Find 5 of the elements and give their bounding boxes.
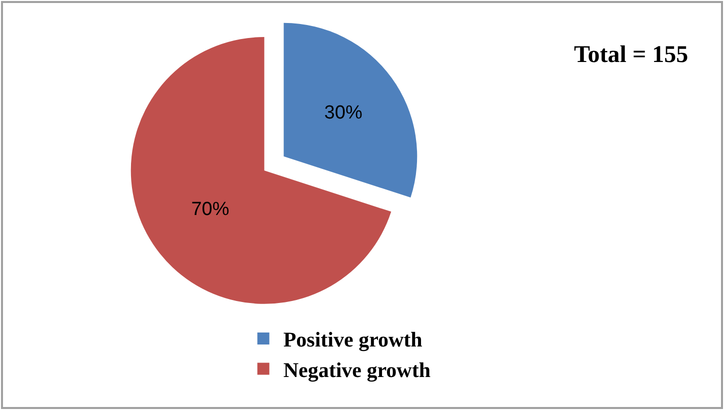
data-label: 70% [191, 199, 230, 220]
data-label: 30% [324, 102, 362, 124]
legend-label: Negative growth [283, 358, 431, 382]
legend-label: Positive growth [283, 328, 423, 352]
text: Total = 155 [574, 42, 688, 68]
